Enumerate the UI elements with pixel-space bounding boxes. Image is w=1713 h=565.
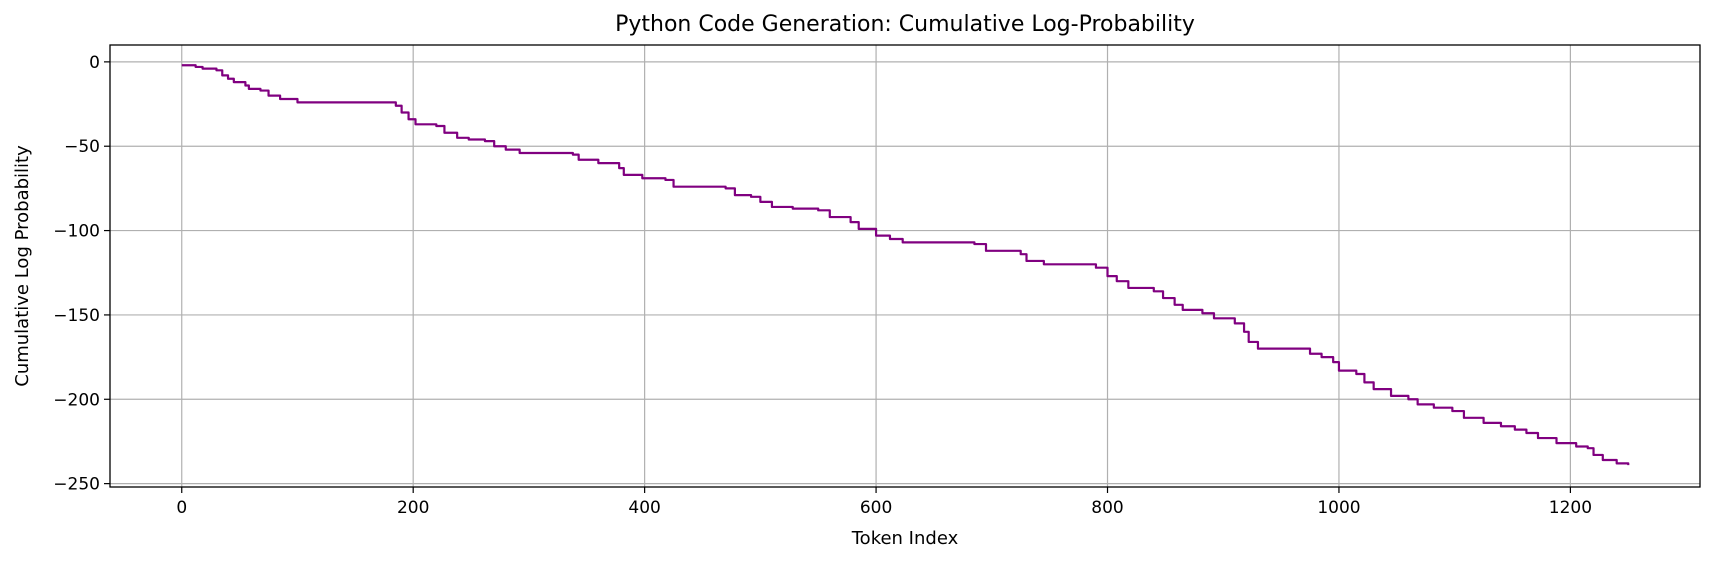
- y-tick-label: −50: [64, 137, 100, 157]
- chart-title: Python Code Generation: Cumulative Log-P…: [615, 12, 1195, 37]
- grid-layer: [110, 45, 1700, 487]
- series-layer: [181, 64, 1630, 466]
- x-tick-label: 1200: [1549, 498, 1592, 518]
- x-tick-label: 600: [860, 498, 892, 518]
- x-tick-label: 200: [397, 498, 429, 518]
- y-tick-label: −250: [53, 475, 100, 495]
- x-axis-label: Token Index: [851, 528, 959, 549]
- y-tick-label: −100: [53, 222, 100, 242]
- series-line: [181, 64, 1630, 466]
- x-tick-label: 800: [1091, 498, 1123, 518]
- y-tick-label: −150: [53, 306, 100, 326]
- tick-layer: 0 200 400 600 800 1000 1200 0 −50 −100 −150 −200 −25…: [53, 53, 1592, 518]
- x-tick-label: 0: [176, 498, 187, 518]
- x-tick-label: 400: [628, 498, 660, 518]
- y-tick-label: 0: [89, 53, 100, 73]
- plot-frame: [109, 44, 1701, 488]
- y-axis-label: Cumulative Log Probability: [12, 145, 33, 387]
- x-tick-label: 1000: [1317, 498, 1360, 518]
- y-tick-label: −200: [53, 390, 100, 410]
